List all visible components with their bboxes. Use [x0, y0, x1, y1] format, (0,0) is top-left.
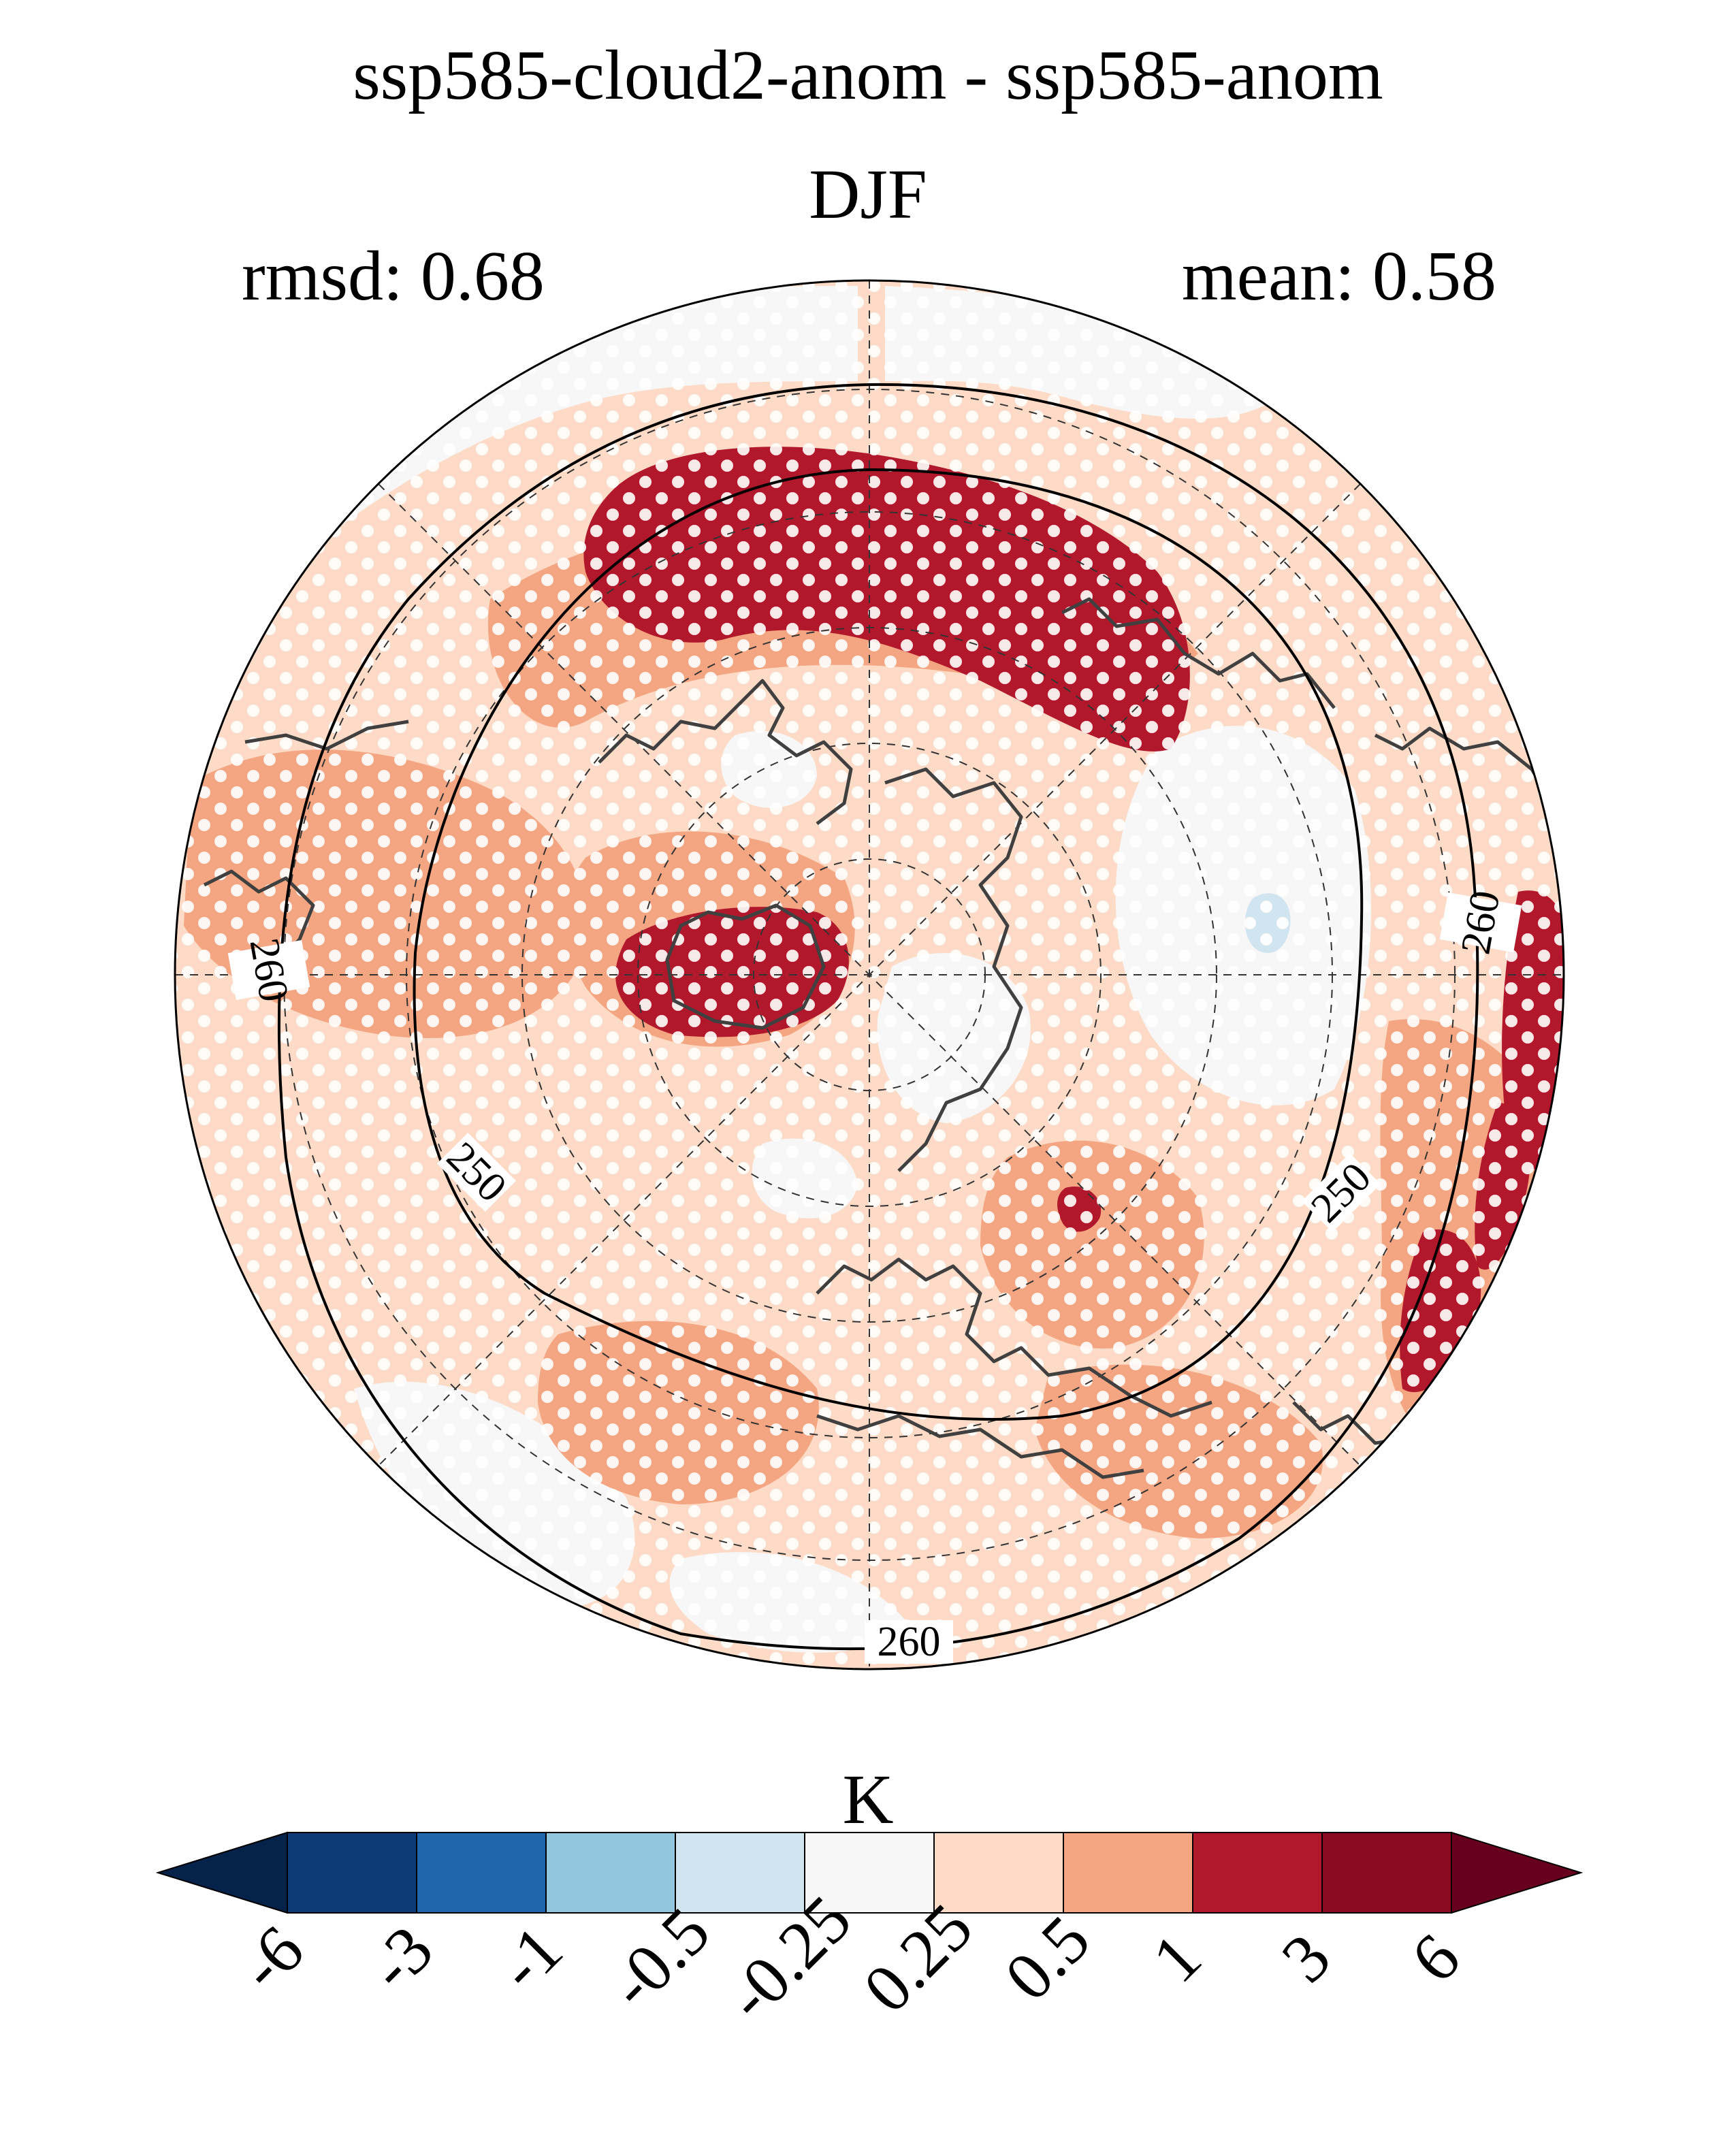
contour-label-260-south: 260 — [878, 1619, 941, 1665]
polar-map: 260 260 250 250 260 — [174, 279, 1565, 1671]
colorbar-tick-label: -6 — [225, 1911, 318, 2005]
rmsd-label: rmsd: 0.68 — [242, 237, 545, 315]
coastline-siberia — [884, 767, 1023, 1172]
colorbar-cell — [545, 1832, 676, 1914]
title-line-1: ssp585-cloud2-anom - ssp585-anom — [353, 36, 1383, 114]
coastline-north-pacific — [244, 720, 409, 751]
coastline-greenland — [665, 903, 826, 1030]
coastline-eurasia-south — [816, 1414, 1144, 1479]
colorbar-cell — [1063, 1832, 1193, 1914]
colorbar-tick-label: 3 — [1267, 1919, 1345, 1997]
contour-250 — [413, 468, 1364, 1421]
colorbar-unit-label: K — [842, 1760, 893, 1839]
coastlines — [203, 597, 1554, 1479]
colorbar-tick-label: 0.5 — [991, 1901, 1104, 2015]
coastline-europe — [816, 1257, 1212, 1418]
graticule — [175, 280, 1564, 1669]
colorbar-tick-label: 1 — [1138, 1919, 1215, 1997]
contour-label-260-west: 260 — [240, 935, 297, 1005]
colorbar-cells — [155, 1831, 1584, 1914]
significance-stippling — [175, 280, 1564, 1669]
colorbar-cell — [287, 1832, 417, 1914]
colorbar-cell — [804, 1832, 935, 1914]
climatology-contours — [277, 383, 1479, 1651]
coastline-alaska — [1061, 597, 1336, 709]
map-border — [174, 279, 1565, 1671]
coastline-north-america — [598, 679, 853, 825]
colorbar-cell — [933, 1832, 1064, 1914]
colorbar-cell — [675, 1832, 805, 1914]
colorbar: K -6 -3 -1 -0.5-0.250.25 0.5 1 3 6 — [155, 1760, 1584, 2035]
colorbar-cell — [1321, 1832, 1452, 1914]
colorbar-cell — [416, 1832, 547, 1914]
contour-label-260-east: 260 — [1452, 887, 1509, 957]
colorbar-cell — [1192, 1832, 1323, 1914]
colorbar-extend-low — [155, 1831, 288, 1914]
contour-label-backgrounds — [227, 892, 1522, 1664]
colorbar-tick-label: -3 — [354, 1911, 447, 2005]
mean-label: mean: 0.58 — [1182, 237, 1496, 315]
colorbar-extend-high — [1451, 1831, 1584, 1914]
title-line-2: DJF — [809, 155, 927, 233]
colorbar-tick-label: 6 — [1396, 1919, 1474, 1997]
contour-260 — [277, 383, 1479, 1651]
colorbar-tick-label: -1 — [483, 1911, 577, 2005]
